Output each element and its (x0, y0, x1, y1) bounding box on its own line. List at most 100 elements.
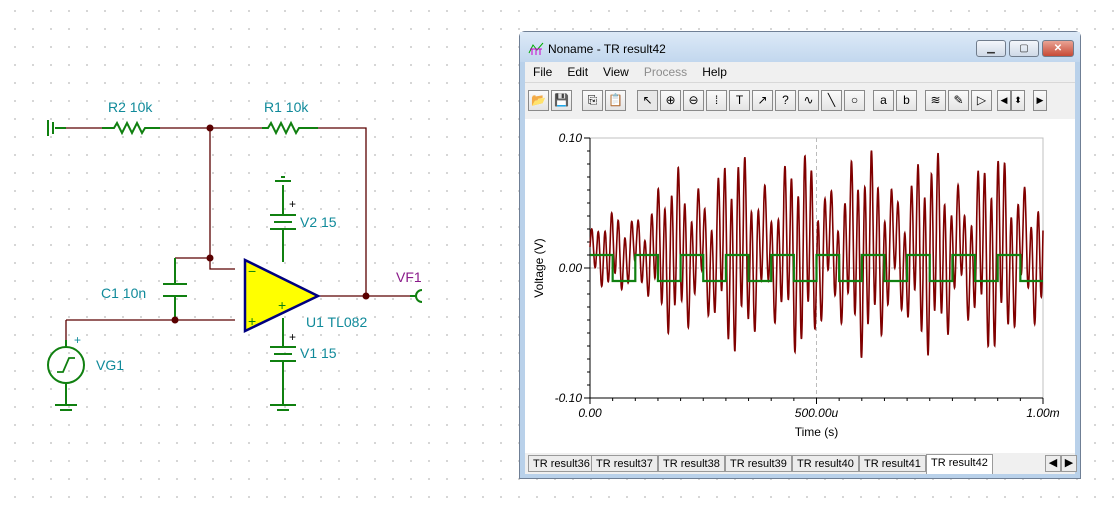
circle-icon: ○ (850, 93, 859, 107)
close-button[interactable]: ✕ (1042, 40, 1074, 57)
r2-label: R2 10k (108, 99, 153, 115)
scroll-updown-button[interactable]: ⬍ (1011, 90, 1025, 111)
menu-view[interactable]: View (603, 65, 629, 79)
pointer-icon: ↖ (642, 93, 653, 107)
zoom-100-icon: ⊖ (688, 93, 699, 107)
cursor-a-button[interactable]: a (873, 90, 894, 111)
x-tick-label: 1.00m (1026, 406, 1059, 420)
scroll-right-button[interactable]: ▶ (1033, 90, 1047, 111)
node (171, 316, 179, 324)
y-tick-label: 0.00 (559, 261, 583, 275)
annotate-button[interactable]: ↗ (752, 90, 773, 111)
cursor-b-button[interactable]: b (896, 90, 917, 111)
menu-bar: File Edit View Process Help (525, 62, 1075, 82)
zoom-100-button[interactable]: ⊖ (683, 90, 704, 111)
window-title: Noname - TR result42 (548, 42, 666, 56)
v2-plus: + (289, 197, 296, 211)
add-curve-button[interactable]: ≋ (925, 90, 946, 111)
marker-icon: ▷ (976, 93, 987, 107)
resistor-r2 (102, 120, 160, 136)
x-tick-label: 500.00u (795, 406, 839, 420)
plot-area[interactable]: 0.10 0.00 -0.10 0.00 500.00u 1.00m Time (s) Vol… (525, 119, 1075, 453)
copy-icon: ⎘ (587, 93, 598, 107)
menu-process: Process (643, 65, 688, 79)
copy-button[interactable]: ⎘ (582, 90, 603, 111)
y-tick-label: 0.10 (559, 131, 583, 145)
components (47, 120, 423, 411)
cursor-b-icon: b (903, 93, 910, 107)
tab-tr-result36[interactable]: TR result36 (528, 455, 595, 472)
y-tick-label: -0.10 (555, 391, 583, 405)
title-bar[interactable]: Noname - TR result42 ▁ ▢ ✕ (520, 32, 1080, 62)
node (206, 254, 214, 262)
menu-file[interactable]: File (533, 65, 553, 79)
grid-button[interactable]: ⁞ (706, 90, 727, 111)
opamp-u1 (243, 257, 321, 333)
line-icon: ╲ (827, 93, 836, 107)
tab-tr-result37[interactable]: TR result37 (591, 455, 658, 472)
annotate-query-button[interactable]: ? (775, 90, 796, 111)
opamp-plus: + (248, 313, 256, 329)
maximize-button[interactable]: ▢ (1009, 40, 1039, 57)
battery-v2 (270, 176, 296, 262)
tab-tr-result42[interactable]: TR result42 (926, 454, 993, 474)
wires (55, 127, 410, 340)
cursor-a-icon: a (880, 93, 887, 107)
scroll-left-button[interactable]: ◀ (997, 90, 1011, 111)
r1-label: R1 10k (264, 99, 309, 115)
result-window: Noname - TR result42 ▁ ▢ ✕ File Edit View P… (519, 31, 1081, 479)
menu-help[interactable]: Help (702, 65, 727, 79)
text-button[interactable]: T (729, 90, 750, 111)
circle-button[interactable]: ○ (844, 90, 865, 111)
probe-button[interactable]: ✎ (948, 90, 969, 111)
resistor-r1 (262, 120, 318, 136)
node (206, 124, 214, 132)
formula-button[interactable]: ∿ (798, 90, 819, 111)
paste-icon: 📋 (608, 93, 623, 107)
node (362, 292, 370, 300)
formula-icon: ∿ (803, 93, 814, 107)
result-tabs: ◀ ▶ TR result36 TR result37 TR result38 TR … (525, 453, 1077, 474)
annotate-icon: ↗ (757, 93, 768, 107)
battery-v1 (270, 318, 296, 411)
save-icon: 💾 (554, 93, 569, 107)
save-button[interactable]: 💾 (551, 90, 572, 111)
y-axis-label: Voltage (V) (532, 238, 546, 297)
open-icon: 📂 (531, 93, 546, 107)
line-button[interactable]: ╲ (821, 90, 842, 111)
schematic: R2 10k R1 10k V2 15 C1 10n U1 TL082 V1 1… (47, 99, 423, 411)
pointer-button[interactable]: ↖ (637, 90, 658, 111)
x-tick-label: 0.00 (578, 406, 602, 420)
vf1-label: VF1 (396, 269, 422, 285)
generator-vg1 (55, 340, 77, 411)
opamp-minus: − (248, 263, 256, 279)
scroll-left-icon: ◀ (1000, 95, 1008, 105)
add-curve-icon: ≋ (930, 93, 941, 107)
x-axis-label: Time (s) (795, 425, 839, 439)
tab-tr-result38[interactable]: TR result38 (658, 455, 725, 472)
probe-icon: ✎ (953, 93, 964, 107)
scroll-right-icon: ▶ (1036, 95, 1044, 105)
tab-scroll-left[interactable]: ◀ (1045, 455, 1061, 472)
v1-label: V1 15 (300, 345, 337, 361)
menu-edit[interactable]: Edit (567, 65, 589, 79)
ground-left (47, 120, 66, 136)
minimize-button[interactable]: ▁ (976, 40, 1006, 57)
tab-tr-result40[interactable]: TR result40 (792, 455, 859, 472)
c1-label: C1 10n (101, 285, 146, 301)
tab-tr-result41[interactable]: TR result41 (859, 455, 926, 472)
annotate-query-icon: ? (782, 93, 789, 107)
tab-scroll-right[interactable]: ▶ (1061, 455, 1077, 472)
paste-button[interactable]: 📋 (605, 90, 626, 111)
app-icon (528, 42, 544, 55)
u1-label: U1 TL082 (306, 314, 367, 330)
scroll-updown-icon: ⬍ (1014, 95, 1022, 105)
marker-button[interactable]: ▷ (971, 90, 992, 111)
v1-plus: + (289, 330, 296, 344)
toolbar: 📂 💾 ⎘ 📋 ↖ ⊕ ⊖ ⁞ T ↗? ∿ ╲ ○ a b ≋ ✎ ▷ ◀ ⬍ ▶ (525, 82, 1075, 119)
open-button[interactable]: 📂 (528, 90, 549, 111)
zoom-in-icon: ⊕ (665, 93, 676, 107)
tab-tr-result39[interactable]: TR result39 (725, 455, 792, 472)
zoom-in-button[interactable]: ⊕ (660, 90, 681, 111)
